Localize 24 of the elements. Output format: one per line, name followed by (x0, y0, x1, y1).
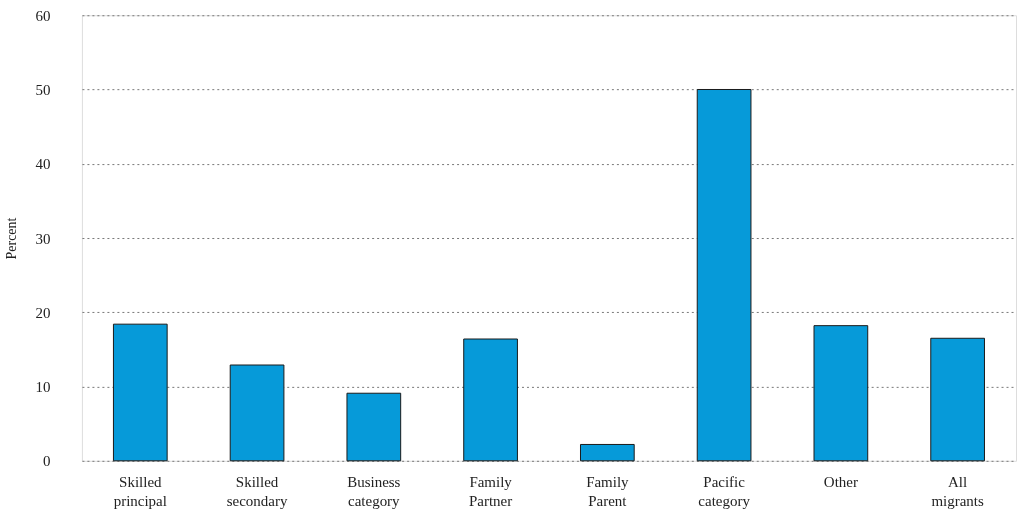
x-tick-label: Skilled secondary (226, 474, 288, 510)
y-axis-title: Percent (4, 217, 20, 260)
bar (696, 89, 752, 462)
y-tick-label: 0 (42, 453, 51, 470)
bar (813, 325, 869, 462)
y-tick-label: 60 (35, 7, 51, 24)
bar (346, 392, 402, 462)
x-tick-label: Business category (347, 474, 401, 510)
x-tick-label: Family Partner (468, 474, 513, 510)
y-tick-label: 10 (35, 379, 51, 396)
x-tick-label: Other (823, 474, 858, 491)
y-tick-label: 20 (35, 304, 51, 321)
x-tick-label: Pacific category (698, 474, 751, 510)
x-tick-label: All migrants (931, 474, 984, 510)
bar (579, 443, 635, 462)
y-tick-label: 40 (35, 156, 51, 173)
y-tick-label: 30 (35, 230, 51, 247)
x-tick-label: Skilled principal (113, 474, 167, 510)
x-tick-label: Family Parent (586, 474, 630, 510)
y-tick-label: 50 (35, 81, 51, 98)
bar (229, 364, 285, 462)
bar (112, 323, 168, 462)
bar (930, 337, 985, 462)
bar (463, 338, 518, 462)
